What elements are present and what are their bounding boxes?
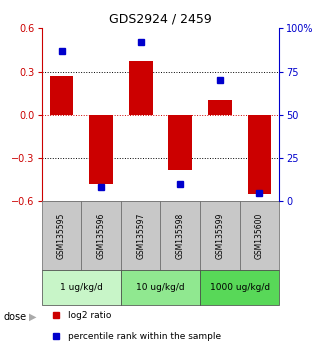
Bar	[121, 270, 200, 305]
Text: dose: dose	[3, 312, 26, 322]
Text: GSM135599: GSM135599	[215, 213, 224, 259]
Bar	[200, 201, 240, 270]
Bar	[89, 115, 113, 184]
Text: GSM135597: GSM135597	[136, 213, 145, 259]
Text: percentile rank within the sample: percentile rank within the sample	[68, 332, 221, 341]
Bar	[81, 201, 121, 270]
Bar	[42, 270, 121, 305]
Text: GSM135596: GSM135596	[97, 213, 106, 259]
Title: GDS2924 / 2459: GDS2924 / 2459	[109, 13, 212, 26]
Bar	[240, 201, 279, 270]
Bar	[42, 201, 81, 270]
Text: log2 ratio: log2 ratio	[68, 311, 111, 320]
Bar	[208, 100, 232, 115]
Text: GSM135595: GSM135595	[57, 213, 66, 259]
Bar	[121, 201, 160, 270]
Bar	[50, 76, 74, 115]
Bar	[160, 201, 200, 270]
Text: GSM135600: GSM135600	[255, 213, 264, 259]
Text: ▶: ▶	[29, 312, 36, 322]
Bar	[129, 62, 152, 115]
Text: 10 ug/kg/d: 10 ug/kg/d	[136, 283, 185, 292]
Bar	[200, 270, 279, 305]
Bar	[169, 115, 192, 170]
Bar	[247, 115, 271, 194]
Text: 1 ug/kg/d: 1 ug/kg/d	[60, 283, 103, 292]
Text: 1000 ug/kg/d: 1000 ug/kg/d	[210, 283, 270, 292]
Text: GSM135598: GSM135598	[176, 213, 185, 259]
